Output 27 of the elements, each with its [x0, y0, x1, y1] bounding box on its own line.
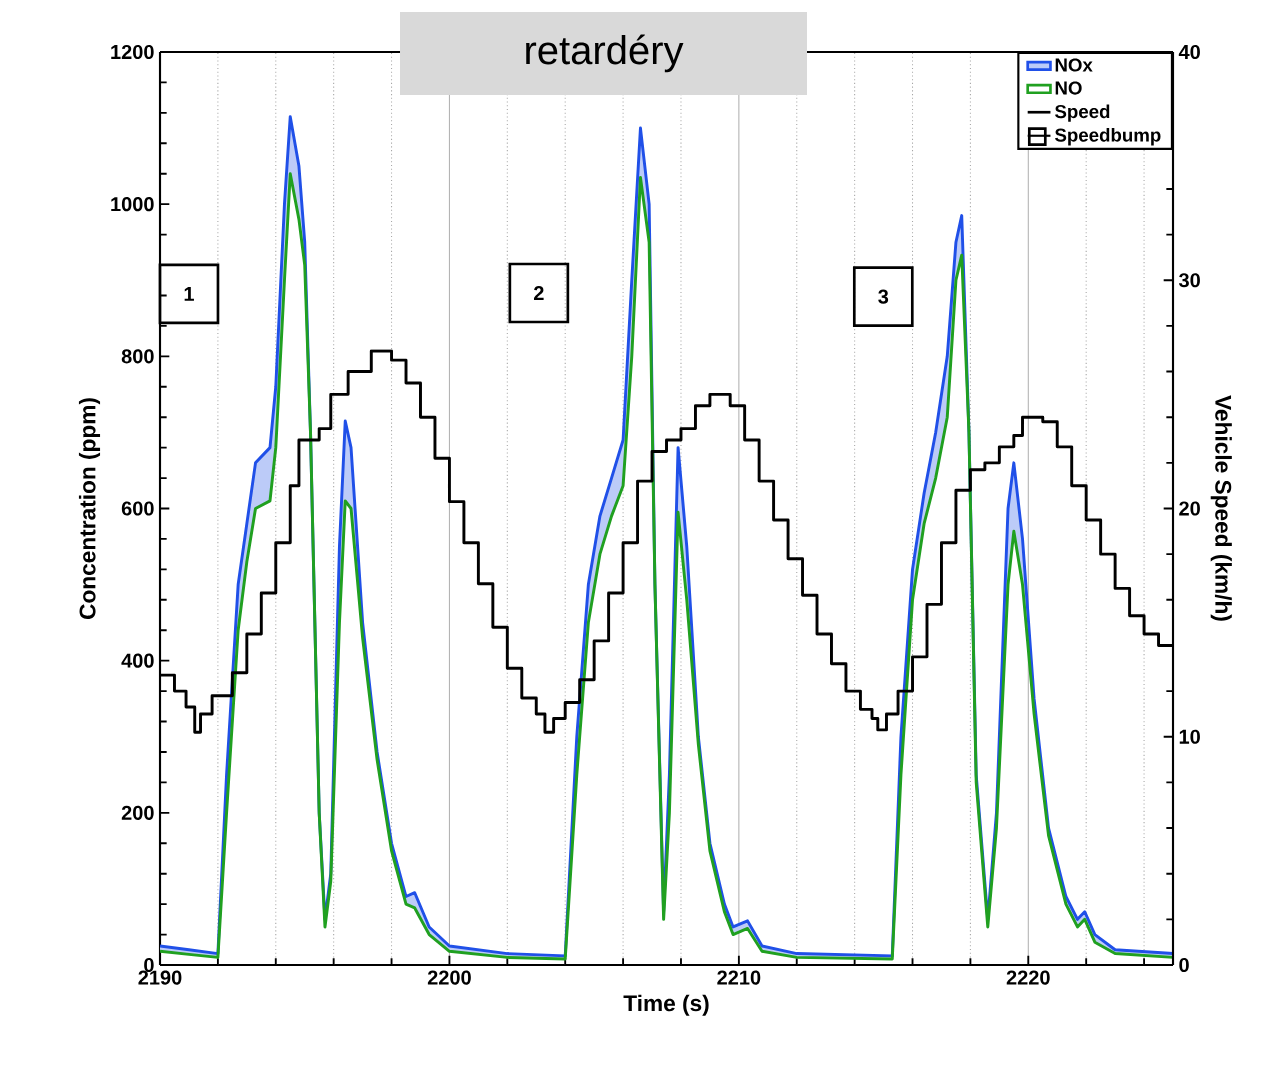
annotation: Speedbump: [1055, 127, 1161, 146]
annotation: 2: [533, 286, 544, 301]
y2-tick-label: 30: [1178, 273, 1200, 288]
x-tick-label: 2200: [427, 970, 471, 985]
x-axis-title: Time (s): [623, 994, 709, 1016]
legend-label: NO: [1055, 81, 1082, 95]
x-tick-label: 2190: [138, 970, 182, 985]
y-tick-label: 0: [144, 957, 154, 973]
y-tick-label: 600: [121, 501, 154, 516]
y-tick-label: 800: [121, 349, 154, 364]
y-axis-title: Concentration (ppm): [78, 398, 101, 620]
annotation: 3: [878, 289, 889, 304]
y-tick-label: 1000: [111, 197, 154, 212]
y2-tick-label: 40: [1178, 44, 1200, 60]
y-tick-label: 200: [121, 805, 154, 820]
chart-title: retardéry: [526, 34, 684, 73]
y2-tick-label: 10: [1179, 729, 1200, 744]
legend-label: Speed: [1055, 104, 1110, 122]
y-tick-label: 1200: [111, 44, 154, 60]
legend-label: NOx: [1055, 58, 1093, 72]
y-tick-label: 400: [121, 653, 154, 668]
x-tick-label: 2210: [717, 970, 761, 985]
x-tick-label: 2220: [1006, 970, 1050, 985]
y2-tick-label: 0: [1179, 957, 1189, 973]
y2-tick-label: 20: [1179, 501, 1200, 516]
y2-axis-title: Vehicle Speed (km/h): [1210, 395, 1232, 621]
annotation: 1: [184, 287, 194, 301]
